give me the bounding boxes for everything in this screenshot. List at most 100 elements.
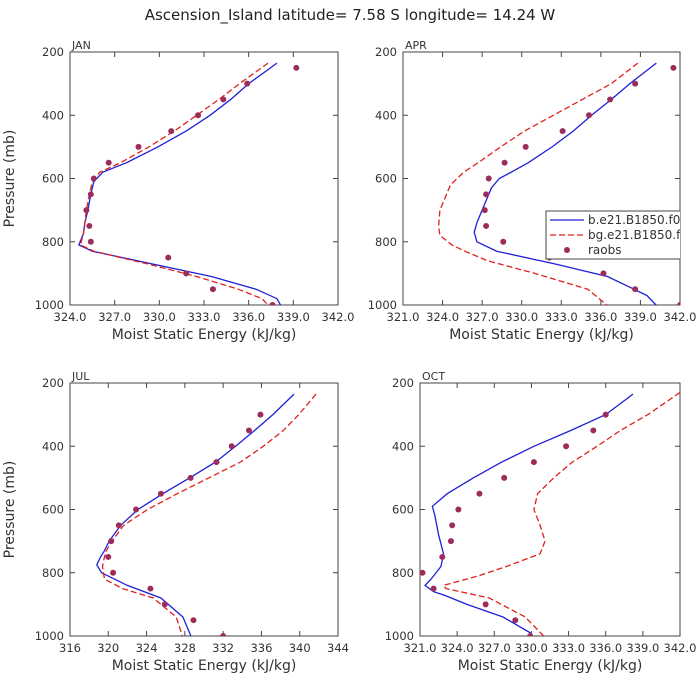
series-line-b	[424, 393, 634, 636]
series-group	[96, 393, 317, 636]
raobs-point	[213, 459, 220, 466]
panel-jan: JAN 324.0 327.0 330.0 333.0 336.0 339.0 342.0 20…	[2, 39, 354, 343]
plot-frame	[69, 51, 339, 306]
y-tick-label: 400	[42, 108, 64, 122]
raobs-point	[86, 222, 93, 229]
raobs-point	[455, 506, 462, 513]
series-group	[420, 391, 680, 636]
raobs-point	[447, 538, 454, 545]
legend-marker	[564, 247, 570, 253]
raobs-point	[157, 490, 164, 497]
plot-frame	[402, 51, 681, 306]
y-tick-label: 800	[392, 566, 414, 580]
x-tick-label: 328	[174, 641, 196, 655]
series-line-bg	[79, 62, 269, 305]
x-tick-label: 336.0	[232, 310, 265, 324]
raobs-point	[585, 112, 592, 119]
raobs-point	[483, 222, 490, 229]
panel-label: JUL	[71, 370, 90, 383]
x-tick-label: 342.0	[664, 641, 697, 655]
x-tick-label: 321.0	[404, 641, 437, 655]
raobs-point	[501, 159, 508, 166]
raobs-point	[161, 601, 168, 608]
x-tick-label: 339.0	[624, 310, 657, 324]
x-tick-label: 324	[136, 641, 158, 655]
y-axis-label: Pressure (mb)	[2, 130, 18, 228]
legend-label: bg.e21.B1850.f0	[588, 228, 688, 242]
x-tick-label: 342.0	[664, 310, 697, 324]
y-tick-label: 200	[375, 45, 397, 59]
raobs-point	[90, 175, 97, 182]
raobs-point	[87, 191, 94, 198]
panel-apr: APR 321.0 324.0 327.0 330.0 333.0 336.0 339.0 34…	[368, 39, 697, 343]
raobs-point	[602, 411, 609, 418]
raobs-point	[420, 569, 426, 576]
raobs-point	[87, 238, 94, 245]
series-line-b	[473, 62, 657, 305]
x-tick-label: 327.0	[466, 310, 499, 324]
raobs-point	[115, 522, 122, 529]
y-tick-label: 600	[375, 172, 397, 186]
x-tick-label: 321.0	[387, 310, 420, 324]
x-tick-label: 344	[327, 641, 349, 655]
raobs-point	[195, 112, 202, 119]
x-tick-label: 333.0	[552, 641, 585, 655]
raobs-point	[187, 474, 194, 481]
series-line-b	[96, 393, 295, 636]
raobs-point	[559, 128, 566, 135]
y-tick-label: 200	[392, 376, 414, 390]
y-tick-label: 400	[42, 439, 64, 453]
raobs-point	[476, 490, 483, 497]
x-tick-label: 330.0	[515, 641, 548, 655]
x-axis-label: Moist Static Energy (kJ/kg)	[449, 327, 634, 343]
x-tick-label: 324.0	[441, 641, 474, 655]
x-tick-label: 324.0	[426, 310, 459, 324]
panel-oct: OCT 321.0 324.0 327.0 330.0 333.0 336.0 339.0 34…	[385, 370, 697, 674]
raobs-point	[632, 80, 639, 87]
raobs-point	[257, 411, 264, 418]
y-tick-label: 1000	[385, 629, 414, 643]
x-tick-label: 327.0	[98, 310, 131, 324]
y-axis-label: Pressure (mb)	[2, 461, 18, 559]
y-tick-label: 1000	[368, 298, 397, 312]
raobs-point	[135, 143, 142, 150]
x-tick-label: 316	[59, 641, 81, 655]
y-tick-label: 600	[42, 503, 64, 517]
raobs-point	[293, 64, 300, 71]
panel-label: OCT	[422, 370, 445, 383]
legend-label: b.e21.B1850.f09	[588, 213, 688, 227]
raobs-point	[83, 207, 90, 214]
raobs-point	[439, 553, 446, 560]
raobs-point	[244, 80, 251, 87]
raobs-point	[209, 286, 216, 293]
y-tick-label: 400	[375, 108, 397, 122]
x-tick-label: 340	[289, 641, 311, 655]
y-tick-label: 200	[42, 45, 64, 59]
raobs-point	[105, 159, 112, 166]
x-tick-label: 330.0	[505, 310, 538, 324]
raobs-point	[590, 427, 597, 434]
raobs-point	[168, 128, 175, 135]
raobs-point	[133, 506, 140, 513]
raobs-point	[430, 585, 437, 592]
x-tick-label: 332	[212, 641, 234, 655]
raobs-point	[110, 569, 117, 576]
x-tick-label: 333.0	[545, 310, 578, 324]
figure-title: Ascension_Island latitude= 7.58 S longit…	[145, 6, 556, 25]
y-tick-label: 400	[392, 439, 414, 453]
x-axis-label: Moist Static Energy (kJ/kg)	[458, 658, 643, 674]
legend-label: raobs	[588, 243, 622, 257]
raobs-point	[165, 254, 172, 261]
series-group	[78, 62, 300, 305]
raobs-point	[501, 474, 508, 481]
raobs-point	[483, 191, 490, 198]
y-tick-label: 1000	[35, 629, 64, 643]
y-tick-label: 800	[42, 235, 64, 249]
x-tick-label: 336.0	[584, 310, 617, 324]
raobs-point	[530, 459, 537, 466]
x-tick-label: 336.0	[589, 641, 622, 655]
raobs-point	[190, 617, 197, 624]
raobs-point	[228, 443, 235, 450]
